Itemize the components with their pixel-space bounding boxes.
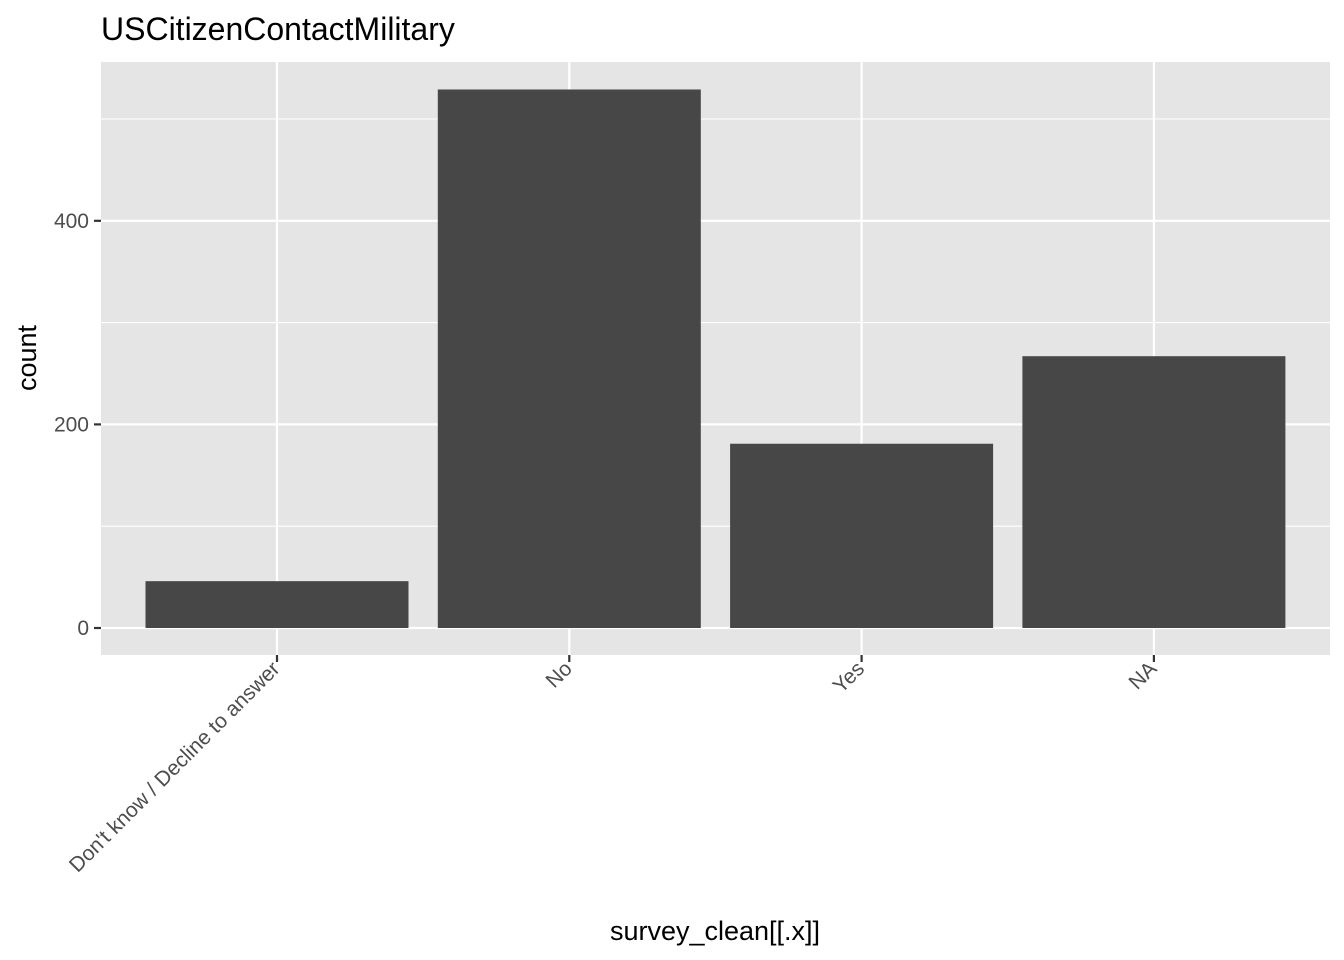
bar [1022, 356, 1286, 628]
x-axis: Don't know / Decline to answer No Yes NA [65, 655, 1162, 877]
y-tick-label: 200 [54, 413, 89, 436]
bars [145, 89, 1286, 629]
x-tick-label: No [542, 657, 577, 692]
bar [730, 443, 994, 628]
x-tick-label: Yes [829, 657, 869, 697]
x-tick-label: Don't know / Decline to answer [65, 657, 285, 877]
x-axis-title: survey_clean[[.x]] [610, 916, 820, 946]
bar [145, 581, 409, 628]
y-tick-label: 0 [77, 617, 89, 640]
bar [437, 89, 701, 629]
y-tick-label: 400 [54, 210, 89, 233]
y-axis: 0 200 400 [54, 210, 101, 640]
y-axis-title: count [12, 324, 42, 391]
x-tick-label: NA [1125, 657, 1162, 694]
chart-title: USCitizenContactMilitary [101, 11, 455, 47]
